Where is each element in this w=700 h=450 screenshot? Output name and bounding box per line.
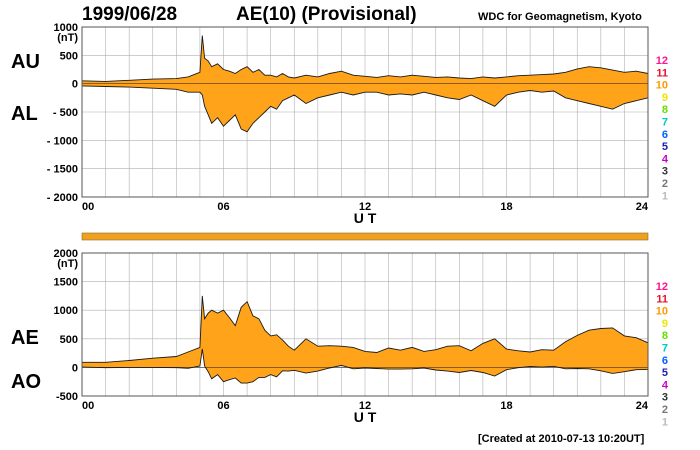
panel-1-station-count-label: 11 [656, 67, 668, 79]
panel-2-station-count-label: 5 [662, 367, 668, 379]
panel-1-ytick-label: - 500 [53, 107, 78, 119]
panel-2-xtick-label: 12 [359, 400, 371, 412]
panel-1-upper-series-line [81, 35, 649, 82]
panel-1-xaxis-label: U T [354, 210, 377, 226]
panel-2-station-count-label: 3 [662, 392, 668, 404]
panel-1-station-count-label: 3 [662, 166, 668, 178]
panel-1-station-count-label: 6 [662, 129, 668, 141]
panel-1-xtick-label: 24 [636, 201, 649, 213]
ae-label: AE [11, 327, 39, 349]
panel-1-xtick-label: 00 [82, 201, 94, 213]
panel-2-lower-series-line [81, 348, 649, 384]
panel-1-station-count-label: 7 [662, 117, 668, 129]
panel-2-station-count-label: 2 [662, 404, 668, 416]
panel-2-station-count-label: 10 [656, 306, 668, 318]
panel-2-xtick-label: 24 [636, 400, 649, 412]
panel-1-station-count-label: 9 [662, 92, 668, 104]
al-label: AL [11, 103, 38, 125]
panel-1-station-count-label: 10 [656, 80, 668, 92]
panel-1-ytick-label: - 1500 [47, 164, 78, 176]
panel-1-station-count-label: 2 [662, 178, 668, 190]
panel-1-ytick-label: 0 [72, 79, 78, 91]
panel-1-ytick-label: 500 [60, 50, 78, 62]
au-label: AU [11, 51, 40, 73]
panel-1-xtick-label: 18 [500, 201, 512, 213]
panel-2-station-count-label: 11 [656, 293, 668, 305]
panel-2-upper-series-line [82, 295, 649, 363]
data-source-label: WDC for Geomagnetism, Kyoto [478, 11, 642, 23]
panel-1-station-count-label: 8 [662, 104, 668, 116]
panel-1-station-count-label: 1 [662, 190, 668, 202]
panel-2-station-count-label: 12 [656, 281, 668, 293]
panel-2-unit-label: (nT) [57, 258, 78, 270]
panel-1-unit-label: (nT) [57, 32, 78, 44]
panel-1-station-count-label: 12 [656, 55, 668, 67]
panel-2-station-count-label: 9 [662, 318, 668, 330]
panel-1-ytick-label: - 2000 [47, 192, 78, 204]
panel-1-frame [81, 26, 649, 198]
panel-2-ytick-label: 0 [72, 362, 78, 374]
panel-1-xtick-label: 06 [217, 201, 229, 213]
panel-2-station-count-label: 6 [662, 355, 668, 367]
panel-2-envelope-area [82, 295, 648, 384]
panel-2-station-count-label: 8 [662, 330, 668, 342]
panel-2-xtick-label: 00 [82, 400, 94, 412]
panel-2-ytick-label: 1500 [54, 277, 78, 289]
panel-2-ytick-label: -500 [56, 391, 78, 403]
chart-date: 1999/06/28 [82, 4, 178, 25]
panel-2-ytick-label: 1000 [54, 305, 78, 317]
panel-1-ytick-label: 1000 [54, 22, 78, 34]
panel-2-xaxis-label: U T [354, 409, 377, 425]
created-timestamp: [Created at 2010-07-13 10:20UT] [478, 433, 645, 445]
panel-2-ytick-label: 2000 [54, 248, 78, 260]
panel-1-station-count-label: 4 [662, 153, 669, 165]
panel-2-ytick-label: 500 [60, 334, 78, 346]
chart-title: AE(10) (Provisional) [236, 4, 417, 25]
panel-1-lower-series-line [81, 85, 649, 133]
panel-1-station-count-label: 5 [662, 141, 668, 153]
panel-1-xtick-label: 12 [359, 201, 371, 213]
panel-1-ytick-label: - 1000 [47, 135, 78, 147]
panel-2-station-count-label: 1 [662, 416, 668, 428]
panel-2-station-count-label: 4 [662, 379, 669, 391]
panel-2-frame [81, 252, 649, 397]
ao-label: AO [11, 371, 41, 393]
panel-2-xtick-label: 18 [500, 400, 512, 412]
panel-2-station-count-label: 7 [662, 343, 668, 355]
station-count-bar [81, 232, 649, 241]
panel-2-xtick-label: 06 [217, 400, 229, 412]
